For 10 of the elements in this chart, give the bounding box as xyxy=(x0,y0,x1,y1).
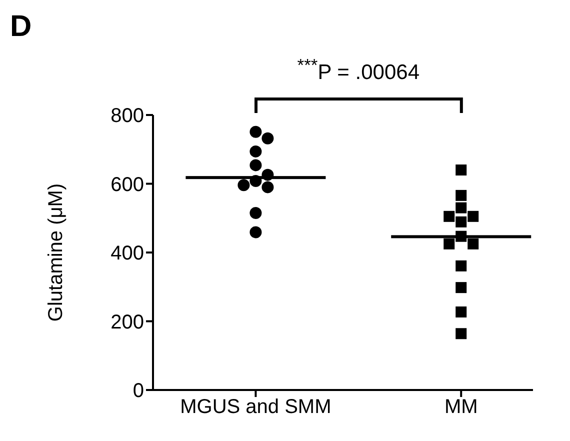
y-tick-label: 800 xyxy=(110,105,144,128)
y-tick-label: 200 xyxy=(110,311,144,334)
x-tick-label: MGUS and SMM xyxy=(180,396,332,418)
y-tick-label: 0 xyxy=(132,380,144,402)
y-tick-label: 400 xyxy=(110,242,144,265)
x-tick-label: MM xyxy=(444,396,478,418)
chart-title: D xyxy=(10,10,32,44)
y-tick-label: 600 xyxy=(110,174,144,196)
y-axis-title: Glutamine (μM) xyxy=(45,183,68,322)
text: $^{***}$P = .00064 xyxy=(296,55,420,85)
